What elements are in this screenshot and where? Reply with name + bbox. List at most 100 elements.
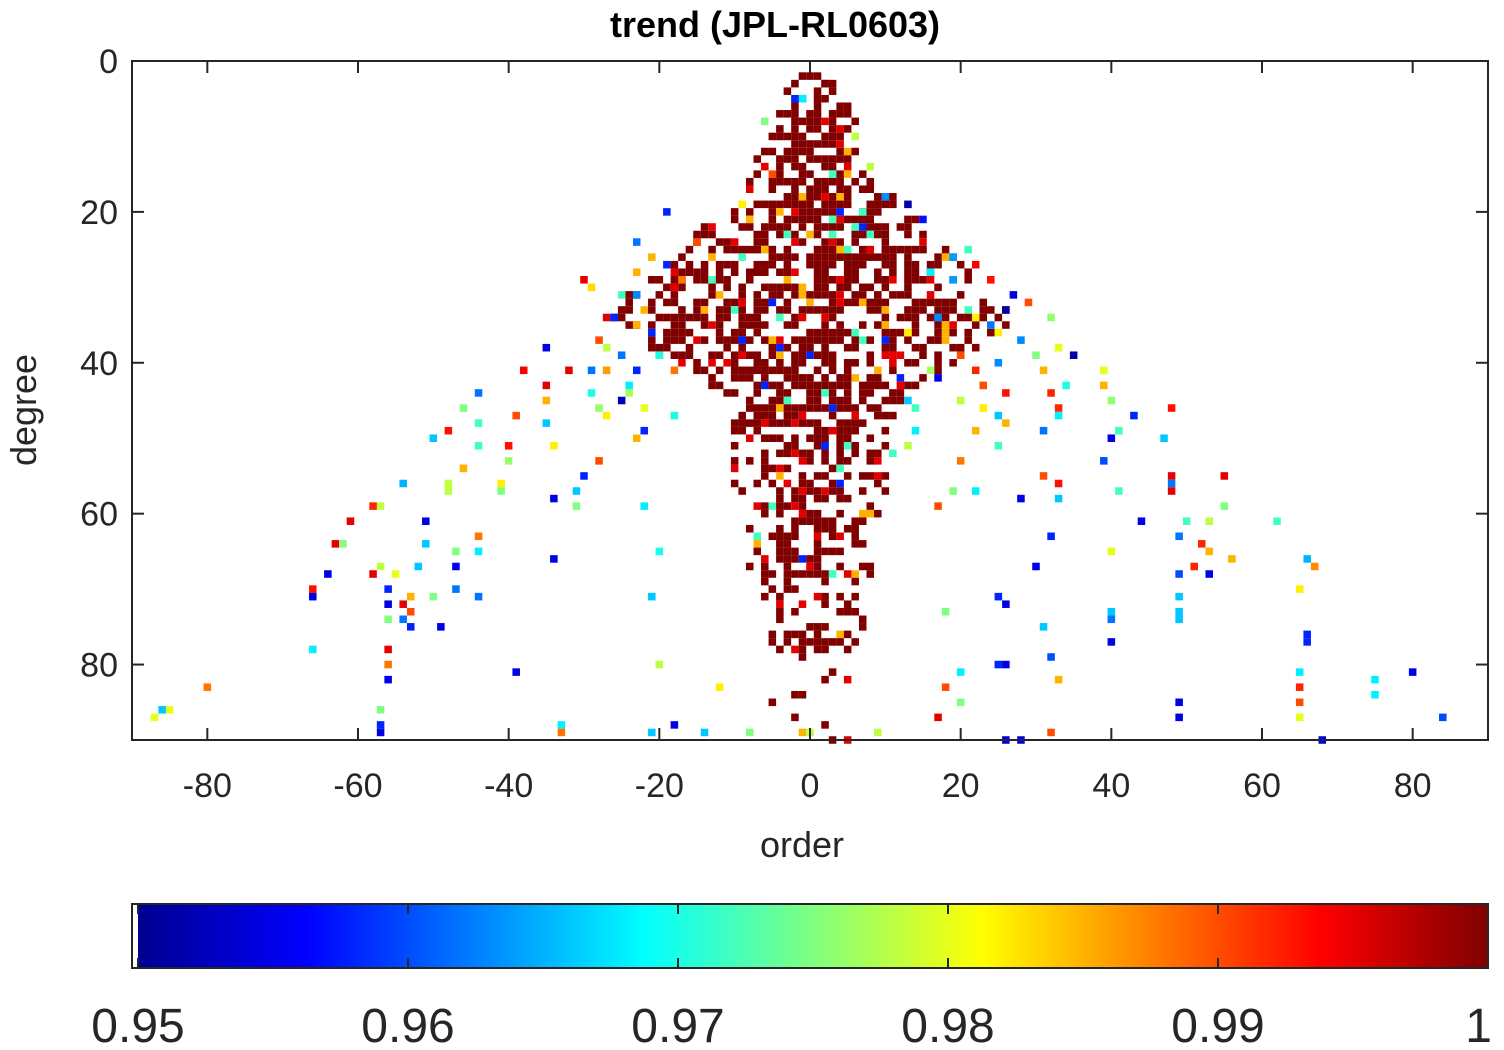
heatmap-cell [874,449,882,458]
heatmap-cell [858,253,867,261]
heatmap-cell [761,200,769,209]
heatmap-cell [851,117,859,126]
heatmap-cell [806,449,814,458]
heatmap-cell [776,540,784,548]
heatmap-cell [798,223,807,231]
heatmap-cell [881,245,890,254]
heatmap-cell [836,487,844,495]
heatmap-cell [806,298,814,307]
heatmap-cell [776,155,784,163]
heatmap-cell [776,547,784,556]
heatmap-cell [994,592,1003,601]
heatmap-cell [1175,607,1183,616]
heatmap-cell [150,713,159,722]
heatmap-cell [821,253,829,261]
heatmap-cell [843,260,852,269]
heatmap-cell [399,615,407,624]
heatmap-cell [776,615,784,624]
heatmap-cell [881,283,890,292]
y-axis-ticks: 0 20 40 60 80 [80,43,1488,685]
heatmap-cell [738,366,746,375]
heatmap-cell [851,336,859,344]
heatmap-cell [941,328,950,337]
heatmap-cell [745,404,754,412]
x-tick-label: 60 [1243,767,1281,805]
heatmap-cell [655,547,664,556]
heatmap-cell [444,426,453,435]
heatmap-cell [429,592,438,601]
heatmap-cell [776,223,784,231]
heatmap-cell [791,630,799,639]
heatmap-cell [708,359,716,367]
heatmap-cell [783,555,792,563]
heatmap-cell [904,268,912,277]
heatmap-cell [956,343,965,352]
heatmap-cell [843,343,852,352]
heatmap-cell [821,343,829,352]
heatmap-cell [1024,298,1033,307]
heatmap-cell [813,110,822,118]
heatmap-cell [670,321,679,329]
heatmap-cell [956,668,965,676]
heatmap-cell [791,359,799,367]
heatmap-cell [836,253,844,261]
heatmap-cell [783,87,792,95]
heatmap-cell [791,487,799,495]
heatmap-cell [761,562,769,571]
heatmap-cell [806,396,814,405]
heatmap-cell [798,690,807,699]
heatmap-cell [851,276,859,284]
heatmap-cell [843,193,852,201]
heatmap-cell [904,306,912,314]
heatmap-cell [776,336,784,344]
heatmap-cell [753,547,762,556]
heatmap-cell [828,79,837,88]
heatmap-cell [843,472,852,480]
heatmap-cell [896,381,905,390]
heatmap-cell [851,298,859,307]
heatmap-cell [971,343,980,352]
heatmap-cell [384,675,392,684]
heatmap-cell [821,570,829,578]
heatmap-cell [798,404,807,412]
heatmap-cell [813,630,822,639]
heatmap-cell [858,615,867,624]
heatmap-cell [783,502,792,510]
heatmap-cell [745,366,754,375]
heatmap-cell [881,426,890,435]
heatmap-cell [429,434,438,442]
heatmap-cell [813,245,822,254]
heatmap-cell [911,404,920,412]
heatmap-cell [670,260,679,269]
heatmap-cell [813,185,822,194]
heatmap-cell [632,321,641,329]
heatmap-cell [798,381,807,390]
heatmap-cell [911,306,920,314]
heatmap-cell [881,351,890,359]
heatmap-cell [602,313,611,322]
heatmap-cell [904,223,912,231]
heatmap-cell [949,253,957,261]
heatmap-cell [956,291,965,299]
x-axis-label: order [760,824,844,865]
heatmap-cell [813,381,822,390]
heatmap-cell [813,87,822,95]
heatmap-cell [858,223,867,231]
heatmap-cell [889,343,897,352]
heatmap-cell [843,366,852,375]
heatmap-cell [791,102,799,111]
heatmap-cell [836,298,844,307]
heatmap-cell [851,638,859,646]
heatmap-cell [384,660,392,669]
heatmap-cell [776,524,784,533]
heatmap-cell [821,321,829,329]
y-tick-label: 0 [99,43,118,81]
heatmap-cell [821,374,829,382]
heatmap-cell [836,464,844,473]
heatmap-cell [874,374,882,382]
heatmap-cell [1047,728,1055,737]
heatmap-cell [768,291,777,299]
heatmap-cell [648,592,656,601]
heatmap-cell [836,102,844,111]
heatmap-cell [685,313,694,322]
